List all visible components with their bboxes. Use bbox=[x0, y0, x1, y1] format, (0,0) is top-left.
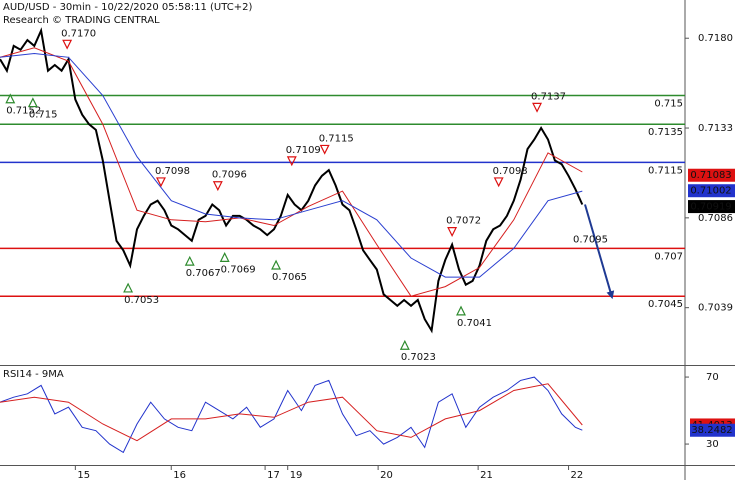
level-label: 0.715 bbox=[654, 99, 683, 110]
rsi-tag-label: 38.2482 bbox=[691, 425, 732, 436]
trough-marker bbox=[399, 339, 410, 350]
trough-label: 0.7023 bbox=[401, 352, 436, 363]
forecast-arrow bbox=[584, 204, 615, 300]
rsi-label: RSI14 - 9MA bbox=[3, 369, 64, 380]
x-tick-label: 19 bbox=[290, 470, 303, 480]
peak-label: 0.7098 bbox=[155, 166, 190, 177]
peak-label: 0.7072 bbox=[446, 216, 481, 227]
price-tag-label: 0.70919 bbox=[690, 202, 731, 213]
series-line bbox=[0, 383, 583, 442]
peak-marker bbox=[212, 181, 223, 192]
price-tag bbox=[688, 184, 735, 198]
peak-marker bbox=[62, 39, 73, 50]
y-tick-label: 30 bbox=[706, 439, 719, 450]
series-line bbox=[0, 27, 584, 334]
peak-label: 0.7115 bbox=[319, 133, 354, 144]
chart-subtitle: Research © TRADING CENTRAL bbox=[3, 15, 160, 26]
trough-marker bbox=[456, 305, 466, 316]
peak-label: 0.7096 bbox=[212, 170, 247, 181]
level-label: 0.707 bbox=[654, 251, 683, 262]
x-tick-label: 21 bbox=[480, 470, 493, 480]
peak-marker bbox=[532, 102, 543, 113]
trough-label: 0.7053 bbox=[124, 295, 159, 306]
price-tag-label: 0.71002 bbox=[690, 186, 731, 197]
price-tag bbox=[688, 200, 735, 214]
chart-title: AUD/USD - 30min - 10/22/2020 05:58:11 (U… bbox=[3, 2, 252, 13]
x-tick-label: 16 bbox=[173, 470, 186, 480]
forecast-label: 0.7095 bbox=[573, 234, 608, 245]
trough-label: 0.7067 bbox=[186, 268, 221, 279]
series-line bbox=[0, 376, 583, 454]
peak-marker bbox=[319, 144, 330, 155]
level-label: 0.7115 bbox=[648, 165, 683, 176]
y-tick-label: 0.7086 bbox=[698, 213, 733, 224]
trough-marker bbox=[219, 251, 230, 262]
y-tick-label: 70 bbox=[706, 372, 719, 383]
peak-marker bbox=[493, 177, 504, 188]
price-tag bbox=[688, 168, 735, 182]
level-label: 0.7135 bbox=[648, 127, 683, 138]
level-label: 0.7045 bbox=[648, 299, 683, 310]
trough-marker bbox=[271, 259, 282, 270]
trough-label: 0.7065 bbox=[272, 272, 307, 283]
trough-marker bbox=[123, 282, 134, 293]
price-tag-label: 0.71083 bbox=[690, 170, 731, 181]
trough-label: 0.715 bbox=[29, 110, 58, 121]
x-tick-label: 22 bbox=[571, 470, 584, 480]
peak-label: 0.7137 bbox=[531, 91, 566, 102]
rsi-tag bbox=[690, 423, 735, 437]
y-tick-label: 0.7133 bbox=[698, 123, 733, 134]
x-tick-label: 15 bbox=[77, 470, 90, 480]
series-line bbox=[0, 47, 583, 297]
y-tick-label: 0.7039 bbox=[698, 303, 733, 314]
trough-marker bbox=[27, 97, 38, 108]
peak-label: 0.7109 bbox=[286, 145, 321, 156]
x-tick-label: 20 bbox=[380, 470, 393, 480]
peak-marker bbox=[447, 227, 458, 237]
peak-marker bbox=[156, 177, 166, 188]
peak-marker bbox=[286, 156, 297, 167]
y-tick-label: 0.7180 bbox=[698, 33, 733, 44]
trough-label: 0.7069 bbox=[221, 264, 256, 275]
trough-label: 0.7152 bbox=[6, 106, 41, 117]
peak-label: 0.7170 bbox=[61, 28, 96, 39]
trough-marker bbox=[184, 255, 195, 266]
x-tick-label: 17 bbox=[267, 470, 280, 480]
trough-label: 0.7041 bbox=[457, 318, 492, 329]
peak-label: 0.7098 bbox=[493, 166, 528, 177]
trough-marker bbox=[5, 93, 16, 104]
series-line bbox=[0, 52, 583, 278]
